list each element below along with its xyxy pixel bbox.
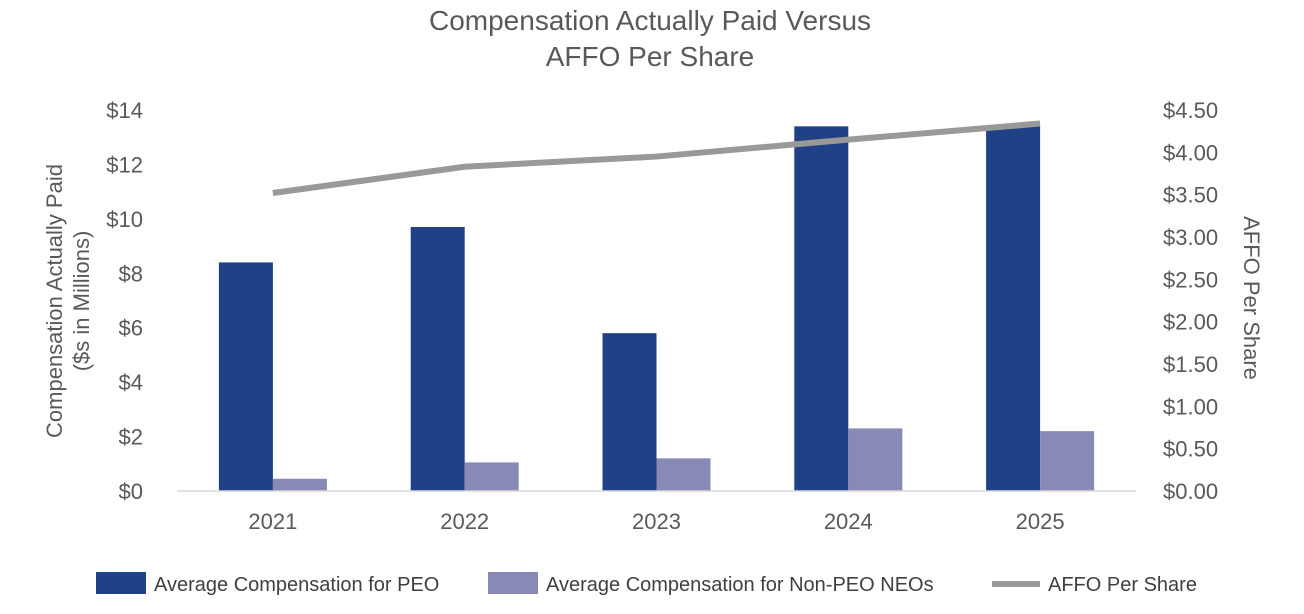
- left-tick-label: $6: [119, 316, 143, 341]
- bar-non-peo: [272, 478, 327, 491]
- line-series: [272, 120, 1041, 196]
- legend: Average Compensation for PEO Average Comp…: [96, 572, 1197, 596]
- left-tick-label: $12: [106, 152, 143, 177]
- legend-label: Average Compensation for Non-PEO NEOs: [546, 574, 934, 596]
- right-axis-label: AFFO Per Share: [1239, 216, 1264, 380]
- bar-non-peo: [1040, 431, 1095, 491]
- bar-peo: [794, 126, 849, 491]
- left-tick-label: $0: [119, 479, 143, 504]
- right-tick-label: $4.50: [1163, 98, 1218, 123]
- legend-swatch: [96, 572, 146, 594]
- legend-label: Average Compensation for PEO: [154, 574, 439, 596]
- left-tick-label: $10: [106, 207, 143, 232]
- x-tick-label: 2024: [824, 509, 873, 534]
- x-tick-label: 2023: [632, 509, 681, 534]
- right-tick-label: $3.50: [1163, 183, 1218, 208]
- bar-peo: [602, 333, 657, 491]
- left-tick-label: $4: [119, 370, 143, 395]
- left-axis-label-line-1: Compensation Actually Paid: [42, 164, 67, 438]
- left-tick-label: $2: [119, 425, 143, 450]
- x-tick-label: 2022: [440, 509, 489, 534]
- affo-line: [272, 120, 1041, 196]
- right-tick-label: $2.00: [1163, 310, 1218, 335]
- bar-non-peo: [656, 458, 711, 491]
- legend-swatch: [488, 572, 538, 594]
- right-tick-label: $3.00: [1163, 225, 1218, 250]
- bar-non-peo: [464, 462, 519, 491]
- left-tick-label: $8: [119, 261, 143, 286]
- right-axis-ticks: $0.00 $0.50 $1.00 $1.50 $2.00 $2.50 $3.00 $3.50…: [1163, 98, 1218, 504]
- x-axis-ticks: 2021 2022 2023 2024 2025: [248, 509, 1064, 534]
- right-tick-label: $2.50: [1163, 267, 1218, 292]
- x-tick-label: 2025: [1016, 509, 1065, 534]
- right-tick-label: $0.50: [1163, 437, 1218, 462]
- bar-peo: [218, 262, 273, 491]
- right-tick-label: $0.00: [1163, 479, 1218, 504]
- right-tick-label: $4.00: [1163, 140, 1218, 165]
- legend-label: AFFO Per Share: [1048, 574, 1197, 596]
- bar-peo: [986, 126, 1041, 491]
- bar-non-peo: [848, 428, 903, 491]
- left-tick-label: $14: [106, 98, 143, 123]
- x-tick-label: 2021: [248, 509, 297, 534]
- bar-peo: [410, 227, 465, 491]
- chart-title-line-2: AFFO Per Share: [546, 41, 755, 72]
- right-tick-label: $1.00: [1163, 394, 1218, 419]
- left-axis-label-line-2: ($s in Millions): [69, 231, 94, 372]
- left-axis-ticks: $0 $2 $4 $6 $8 $10 $12 $14: [106, 98, 143, 504]
- chart-title-line-1: Compensation Actually Paid Versus: [429, 5, 871, 36]
- bars: [218, 126, 1095, 491]
- right-tick-label: $1.50: [1163, 352, 1218, 377]
